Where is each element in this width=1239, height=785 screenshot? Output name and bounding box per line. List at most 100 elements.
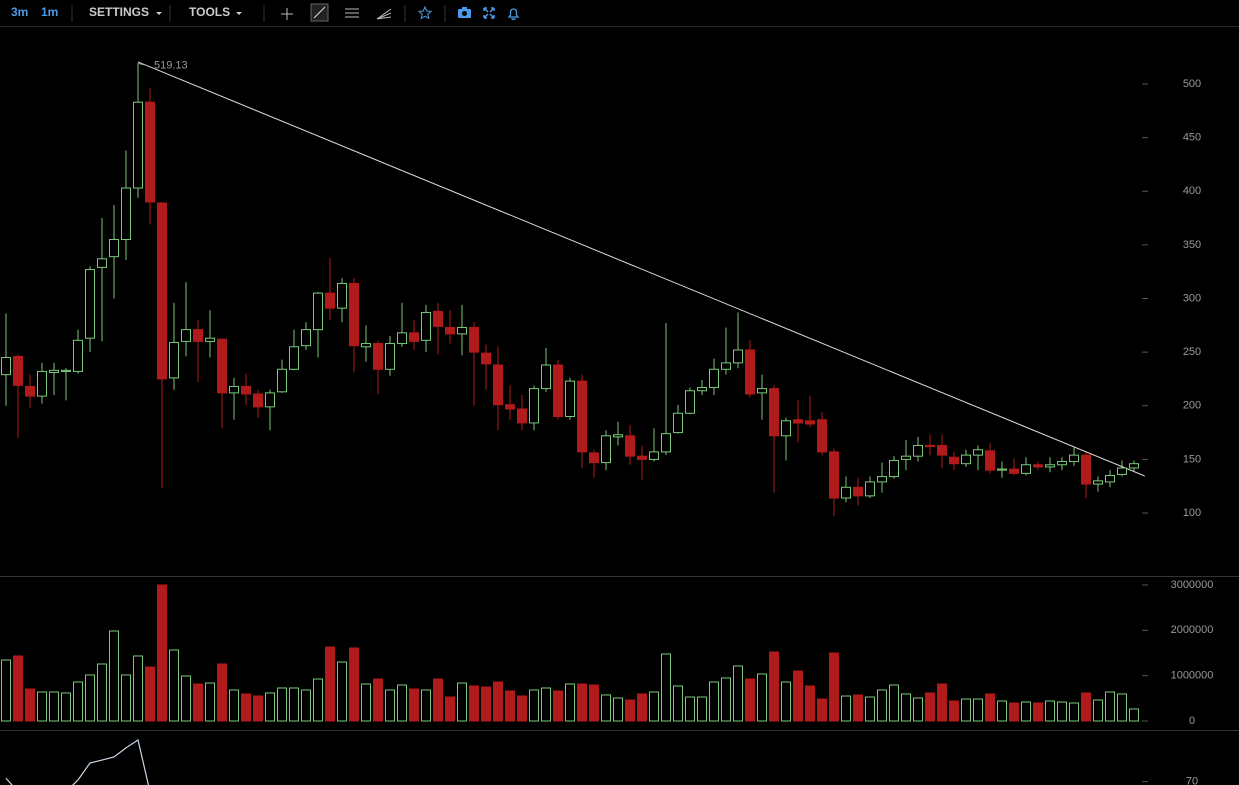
candle-body xyxy=(745,349,755,395)
volume-bar xyxy=(421,689,431,722)
volume-bar xyxy=(1045,700,1055,722)
volume-bar xyxy=(877,689,887,722)
candle-body xyxy=(493,364,503,406)
alert-button[interactable] xyxy=(507,8,520,21)
candle-body xyxy=(661,433,671,453)
candle-body xyxy=(373,343,383,370)
volume-bar xyxy=(985,693,995,722)
volume-bar xyxy=(385,689,395,722)
volume-bar xyxy=(145,666,155,722)
candle-body xyxy=(625,435,635,457)
line-tool[interactable] xyxy=(310,3,329,22)
volume-bar xyxy=(697,696,707,722)
candle-body xyxy=(1105,474,1115,483)
volume-bar xyxy=(13,655,23,722)
volume-bar xyxy=(121,674,131,722)
volume-bar xyxy=(1117,693,1127,722)
volume-bar xyxy=(133,655,143,722)
volume-bar xyxy=(937,683,947,722)
candle-body xyxy=(253,393,263,408)
candle-body xyxy=(205,337,215,342)
candle-body xyxy=(601,435,611,464)
volume-bar xyxy=(913,697,923,722)
volume-bar xyxy=(481,686,491,722)
volume-bar xyxy=(277,687,287,722)
candle-body xyxy=(229,385,239,394)
volume-bar xyxy=(241,693,251,722)
volume-bar xyxy=(37,691,47,722)
y-tick-label: 1000000 xyxy=(1171,670,1214,682)
candle-body xyxy=(25,385,35,397)
y-tick-label: 450 xyxy=(1183,132,1201,144)
candle-body xyxy=(733,349,743,364)
candle-body xyxy=(181,329,191,342)
candle-body xyxy=(817,419,827,453)
volume-bar xyxy=(1093,699,1103,722)
y-tick-label: 0 xyxy=(1189,715,1195,727)
candle-body xyxy=(433,310,443,327)
volume-bar xyxy=(721,677,731,722)
candle-body xyxy=(565,380,575,417)
range-button[interactable]: 3m xyxy=(11,5,28,19)
volume-bar xyxy=(1033,702,1043,722)
volume-bar xyxy=(1009,702,1019,722)
volume-bar xyxy=(961,698,971,722)
fan-tool[interactable] xyxy=(376,8,392,20)
volume-bar xyxy=(205,682,215,722)
snapshot-button[interactable] xyxy=(458,7,471,18)
volume-bar xyxy=(853,694,863,722)
volume-bar xyxy=(889,684,899,722)
volume-bar xyxy=(493,681,503,722)
range-button[interactable]: 1m xyxy=(41,5,58,19)
candle-body xyxy=(841,486,851,499)
menu-button[interactable]: SETTINGS xyxy=(89,5,149,19)
high-label: 519.13 xyxy=(154,59,188,71)
candle-body xyxy=(457,326,467,335)
candle-body xyxy=(145,101,155,203)
y-tick-label: 250 xyxy=(1183,346,1201,358)
volume-bar xyxy=(469,685,479,722)
volume-bar xyxy=(733,665,743,722)
parallel-tool[interactable] xyxy=(345,8,359,18)
candle-body xyxy=(481,352,491,365)
volume-bar xyxy=(445,696,455,722)
volume-bar xyxy=(157,584,167,722)
volume-bar xyxy=(637,693,647,722)
favorite-button[interactable] xyxy=(417,5,433,20)
menu-button[interactable]: TOOLS xyxy=(189,5,230,19)
volume-bar xyxy=(373,678,383,722)
crosshair-tool[interactable] xyxy=(281,8,293,20)
volume-bar xyxy=(973,698,983,722)
volume-bar xyxy=(169,649,179,722)
volume-bar xyxy=(901,693,911,722)
volume-bar xyxy=(589,684,599,722)
pane: 519.13 xyxy=(5,59,1145,517)
annotation-leader xyxy=(137,62,148,66)
pane xyxy=(1,584,1139,722)
fullscreen-button[interactable] xyxy=(483,7,495,19)
volume-bar xyxy=(517,695,527,722)
volume-bar xyxy=(289,687,299,722)
candle-body xyxy=(1081,454,1091,485)
candle-body xyxy=(589,452,599,464)
volume-bar xyxy=(529,689,539,722)
volume-bar xyxy=(661,653,671,722)
candle-body xyxy=(217,338,227,394)
candle-body xyxy=(913,444,923,457)
candle-body xyxy=(301,329,311,347)
candle-body xyxy=(673,412,683,434)
candle-body xyxy=(925,444,935,448)
volume-bar xyxy=(73,681,83,722)
candle-body xyxy=(877,476,887,483)
volume-bar xyxy=(829,652,839,722)
volume-bar xyxy=(97,663,107,722)
volume-bar xyxy=(325,646,335,722)
candle-body xyxy=(637,455,647,460)
candle-body xyxy=(109,238,119,258)
candle-body xyxy=(649,451,659,460)
volume-bar xyxy=(433,678,443,722)
trendline xyxy=(137,61,1145,477)
candle-body xyxy=(1069,454,1079,463)
